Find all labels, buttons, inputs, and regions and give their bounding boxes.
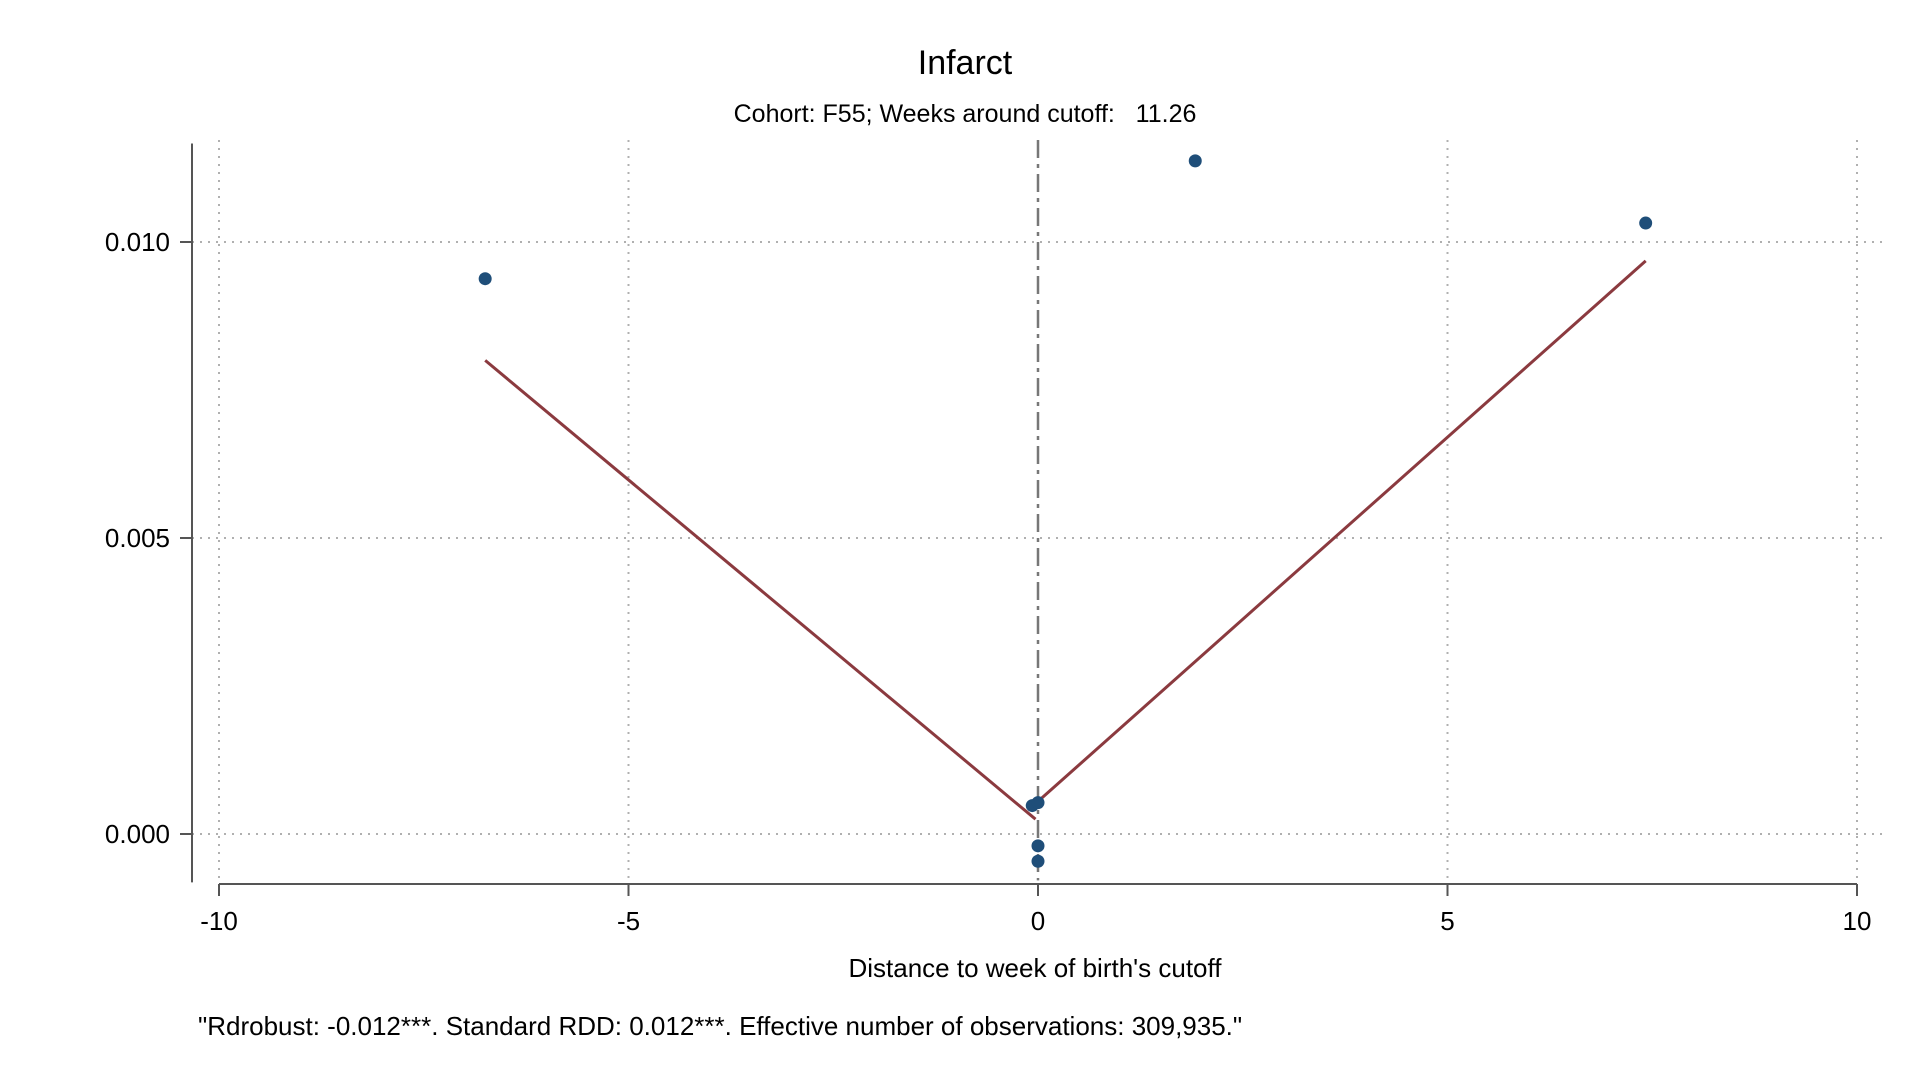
chart-subtitle: Cohort: F55; Weeks around cutoff: 11.26 (734, 100, 1197, 128)
tick-labels: 0.000 0.005 0.010 -10 -5 0 5 10 (105, 227, 1872, 936)
y-tick-label: 0.010 (105, 227, 170, 257)
x-tick-label: 10 (1843, 906, 1872, 936)
y-tick-label: 0.005 (105, 523, 170, 553)
fit-lines (484, 259, 1647, 821)
x-tick-label: 5 (1440, 906, 1454, 936)
data-point (1031, 839, 1045, 853)
x-tick-label: -10 (200, 906, 238, 936)
axes (180, 143, 1858, 896)
chart-note: "Rdrobust: -0.012***. Standard RDD: 0.01… (198, 1011, 1242, 1041)
y-tick-label: 0.000 (105, 819, 170, 849)
data-points (478, 154, 1653, 868)
data-point (1639, 216, 1653, 230)
x-tick-label: -5 (617, 906, 640, 936)
x-tick-label: 0 (1031, 906, 1045, 936)
chart-title: Infarct (918, 44, 1013, 82)
fit-line-right (1037, 259, 1647, 803)
data-point (478, 272, 492, 286)
data-point (1188, 154, 1202, 168)
fit-line-left (484, 359, 1037, 821)
x-axis-label: Distance to week of birth's cutoff (848, 953, 1222, 983)
data-point (1031, 796, 1045, 810)
data-point (1031, 854, 1045, 868)
